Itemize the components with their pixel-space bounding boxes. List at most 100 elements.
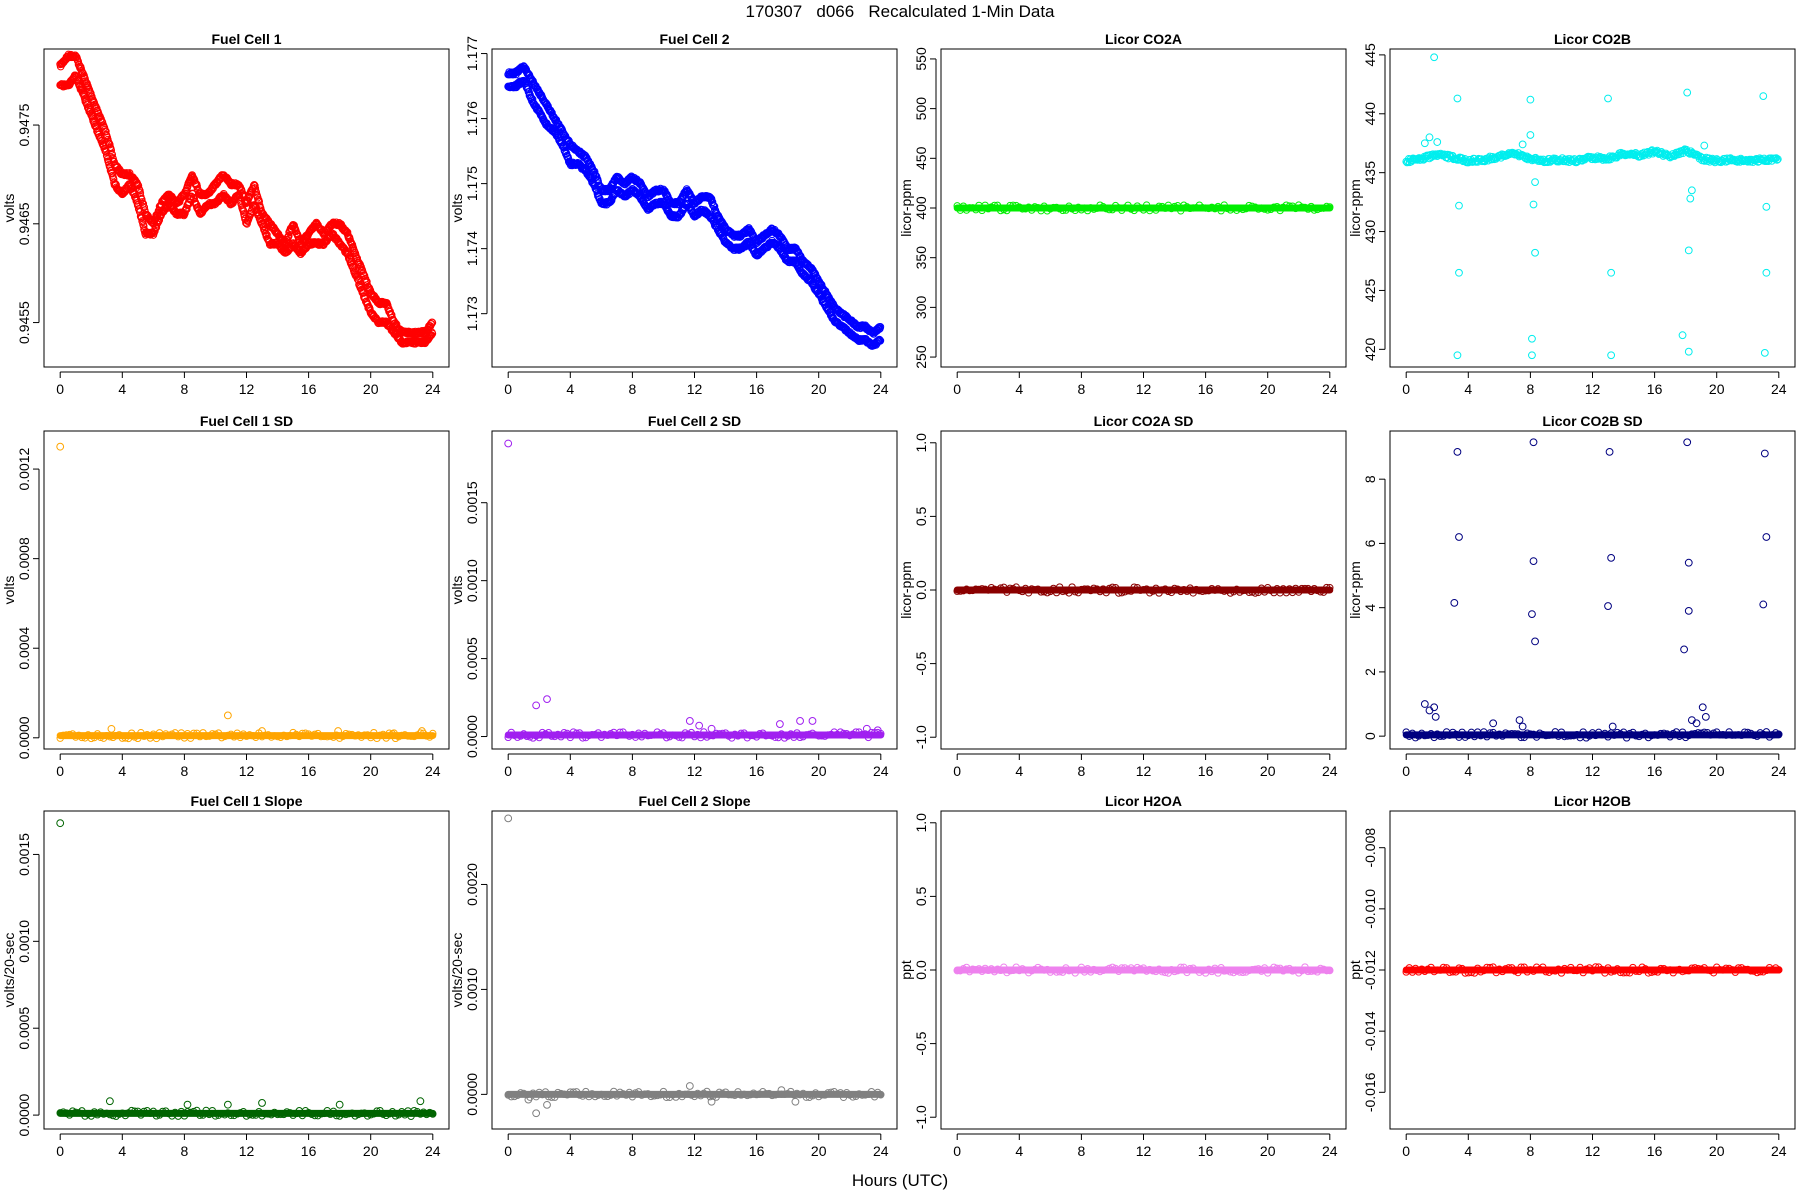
data-point [1683, 438, 1692, 447]
data-point [188, 190, 197, 198]
data-point [1248, 202, 1256, 211]
data-point [876, 322, 885, 331]
x-tick-label: 20 [1260, 763, 1276, 779]
data-series [504, 814, 800, 1118]
plot-frame [491, 810, 898, 1130]
data-point [1511, 730, 1519, 738]
data-point [709, 1092, 717, 1100]
data-point [1430, 703, 1439, 712]
data-point [591, 182, 599, 190]
data-point [1090, 584, 1098, 592]
data-series [953, 583, 1334, 597]
data-series [504, 1087, 885, 1102]
data-point [858, 730, 866, 739]
panel-title: Fuel Cell 1 SD [200, 413, 293, 429]
data-point [777, 1086, 786, 1095]
y-tick-label: 0.9475 [16, 103, 32, 146]
y-tick-label: 0.0005 [464, 637, 480, 680]
chart-panel: Fuel Cell 20 4 8 12 16 20 241.1731.1741.1751.1… [449, 31, 898, 397]
x-tick-label: 4 [1015, 763, 1023, 779]
y-tick-label: -0.5 [913, 1031, 929, 1055]
data-point [190, 1107, 198, 1116]
data-point [718, 729, 727, 738]
x-tick-label: 12 [687, 763, 703, 779]
x-tick-label: 24 [873, 763, 889, 779]
y-tick-label: 0.0005 [16, 1007, 32, 1050]
data-series [56, 819, 425, 1109]
data-point [1678, 728, 1687, 736]
y-tick-label: 0.0010 [464, 559, 480, 602]
data-point [223, 1100, 232, 1109]
y-tick-label: 350 [913, 246, 929, 270]
data-point [579, 734, 587, 742]
x-tick-label: 4 [566, 381, 574, 397]
data-point [283, 732, 291, 741]
data-point [659, 1087, 668, 1096]
data-point [1684, 606, 1693, 615]
plot-frame [1389, 430, 1796, 750]
data-point [1430, 53, 1439, 62]
data-point [852, 728, 860, 736]
data-point [107, 724, 116, 733]
x-tick-label: 0 [1402, 763, 1410, 779]
data-point [1455, 533, 1463, 541]
data-point [543, 1100, 551, 1109]
x-tick-label: 16 [1647, 381, 1663, 397]
data-point [1177, 207, 1185, 215]
data-point [1136, 965, 1145, 973]
data-point [202, 732, 210, 741]
data-point [1605, 447, 1614, 456]
data-point [418, 727, 426, 735]
x-tick-label: 12 [687, 1143, 703, 1159]
x-tick-label: 8 [1527, 763, 1535, 779]
data-point [1455, 268, 1463, 277]
data-point [824, 731, 832, 739]
data-point [1528, 610, 1536, 618]
x-tick-label: 16 [1198, 1143, 1214, 1159]
data-point [566, 733, 574, 742]
data-point [607, 196, 616, 205]
y-tick-label: 0.0015 [16, 833, 32, 876]
data-point [1453, 351, 1462, 360]
data-series [504, 728, 885, 742]
data-point [796, 717, 804, 725]
y-axis-title: volts [1, 576, 17, 605]
data-point [662, 1093, 671, 1102]
x-tick-label: 12 [1136, 1143, 1152, 1159]
data-point [1518, 722, 1527, 731]
data-point [1217, 207, 1225, 215]
y-tick-label: 0 [1362, 732, 1378, 740]
plot-frame [491, 430, 898, 750]
data-point [121, 734, 130, 742]
data-point [647, 731, 655, 739]
data-point [102, 148, 111, 156]
data-point [996, 584, 1005, 592]
data-point [656, 730, 665, 738]
data-point [1065, 966, 1073, 975]
x-tick-label: 20 [363, 763, 379, 779]
data-point [520, 1089, 528, 1098]
x-tick-label: 24 [425, 763, 441, 779]
chart-panel: Licor CO2A SD0 4 8 12 16 20 24-1.0-0.50.00.51.… [898, 413, 1347, 779]
data-point [1486, 963, 1494, 972]
data-point [1450, 598, 1459, 607]
y-tick-label: 0.0008 [16, 537, 32, 580]
data-point [78, 733, 86, 742]
data-point [1433, 138, 1442, 146]
y-tick-label: 1.173 [464, 296, 480, 331]
x-tick-label: 4 [118, 381, 126, 397]
data-point [1239, 205, 1247, 214]
data-series [56, 50, 437, 338]
data-point [547, 1093, 556, 1101]
data-point [385, 729, 394, 737]
data-point [1608, 722, 1617, 731]
data-point [81, 95, 89, 104]
data-point [1678, 331, 1687, 340]
y-tick-label: 0.0 [913, 960, 929, 980]
x-tick-label: 0 [56, 1143, 64, 1159]
data-point [183, 1100, 192, 1109]
data-point [1504, 964, 1513, 972]
x-tick-label: 8 [629, 1143, 637, 1159]
data-point [429, 1110, 437, 1118]
